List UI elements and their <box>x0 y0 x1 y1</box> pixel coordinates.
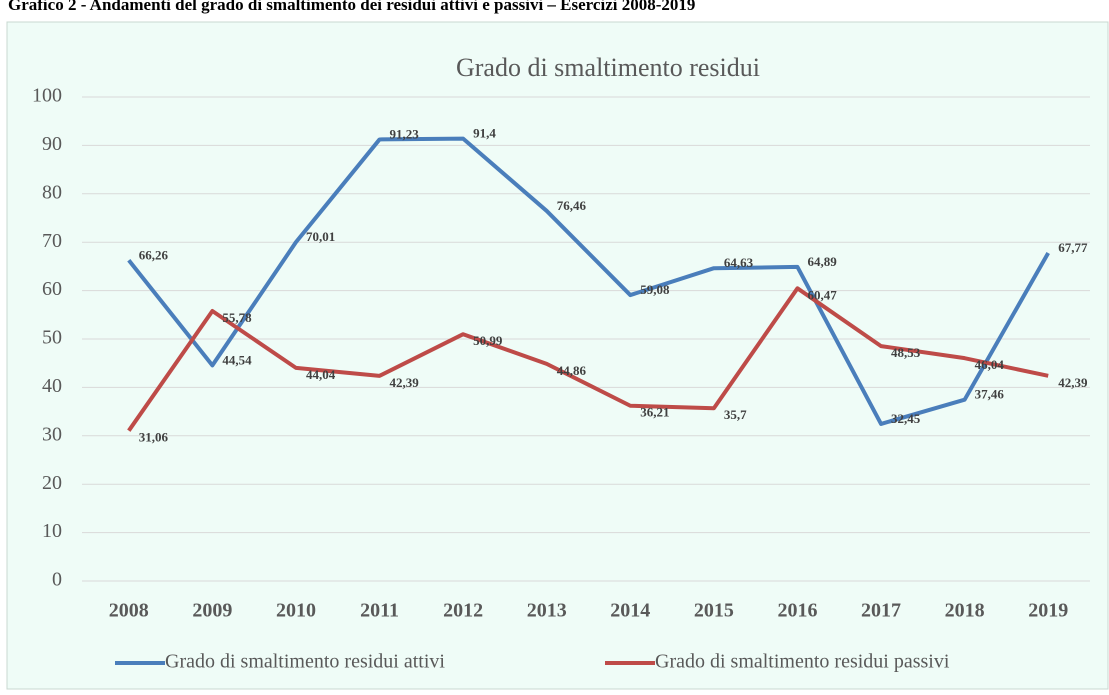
data-label: 35,7 <box>724 407 747 422</box>
data-label: 91,4 <box>473 126 496 141</box>
y-tick-label: 80 <box>42 181 62 203</box>
x-tick-label: 2015 <box>694 600 734 622</box>
data-label: 59,08 <box>640 282 670 297</box>
chart-title: Grado di smaltimento residui <box>456 53 760 82</box>
y-tick-label: 50 <box>42 327 62 349</box>
data-label: 91,23 <box>390 126 420 141</box>
data-label: 55,78 <box>222 310 252 325</box>
data-label: 64,89 <box>807 254 837 269</box>
data-label: 64,63 <box>724 255 754 270</box>
data-label: 44,86 <box>557 363 587 378</box>
data-label: 32,45 <box>891 411 921 426</box>
y-tick-label: 10 <box>42 520 62 542</box>
x-tick-label: 2010 <box>276 600 316 622</box>
y-tick-label: 20 <box>42 472 62 494</box>
y-tick-label: 90 <box>42 133 62 155</box>
data-label: 46,04 <box>975 357 1005 372</box>
x-tick-label: 2018 <box>945 600 985 622</box>
x-tick-label: 2017 <box>861 600 901 622</box>
y-tick-label: 30 <box>42 423 62 445</box>
y-tick-label: 100 <box>32 85 62 107</box>
data-label: 48,53 <box>891 345 921 360</box>
x-tick-label: 2011 <box>360 600 399 622</box>
chart-area <box>6 21 1109 690</box>
x-tick-label: 2014 <box>610 600 650 622</box>
y-tick-label: 70 <box>42 230 62 252</box>
series-line <box>127 286 1049 432</box>
x-tick-label: 2009 <box>192 600 232 622</box>
x-tick-label: 2008 <box>109 600 149 622</box>
data-label: 67,77 <box>1058 240 1088 255</box>
y-tick-label: 0 <box>52 569 62 591</box>
legend-label: Grado di smaltimento residui passivi <box>655 651 950 673</box>
data-label: 31,06 <box>139 430 169 445</box>
data-label: 76,46 <box>557 198 587 213</box>
data-label: 50,99 <box>473 333 503 348</box>
x-tick-label: 2016 <box>777 600 817 622</box>
data-label: 42,39 <box>390 375 420 390</box>
data-label: 44,54 <box>222 352 252 367</box>
y-tick-label: 60 <box>42 278 62 300</box>
y-tick-label: 40 <box>42 375 62 397</box>
data-label: 37,46 <box>975 387 1005 402</box>
data-label: 66,26 <box>139 247 169 262</box>
data-label: 60,47 <box>807 287 837 302</box>
x-tick-label: 2012 <box>443 600 483 622</box>
x-tick-label: 2019 <box>1028 600 1068 622</box>
legend-label: Grado di smaltimento residui attivi <box>165 651 445 673</box>
data-label: 44,04 <box>306 367 336 382</box>
legend: Grado di smaltimento residui attivi Grado… <box>115 651 950 673</box>
data-label: 36,21 <box>640 405 669 420</box>
series-line <box>127 136 1050 426</box>
data-label: 42,39 <box>1058 375 1088 390</box>
data-label: 70,01 <box>306 229 335 244</box>
x-tick-label: 2013 <box>527 600 567 622</box>
heading: Grafico 2 - Andamenti del grado di smalt… <box>8 0 695 14</box>
